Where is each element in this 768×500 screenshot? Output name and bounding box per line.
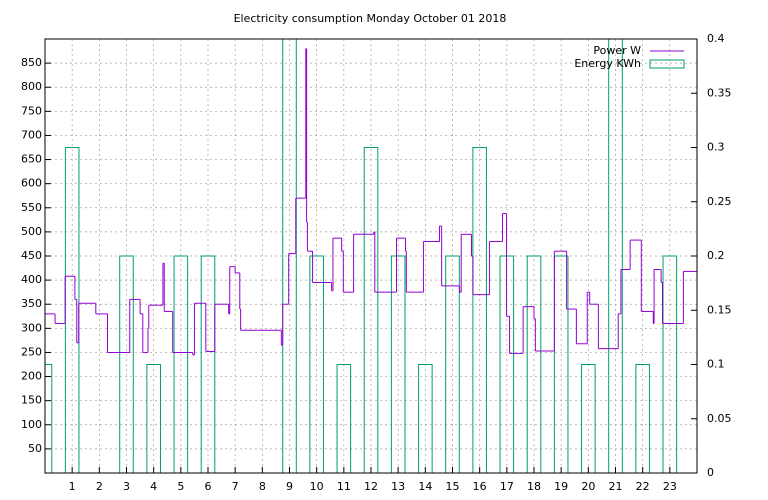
y-tick-label: 50: [28, 442, 42, 455]
y-tick-label: 600: [21, 177, 42, 190]
energy-box: [445, 255, 460, 473]
y2-tick-label: 0.4: [707, 32, 725, 45]
energy-box: [608, 39, 623, 473]
x-tick-label: 10: [310, 480, 324, 493]
chart-title: Electricity consumption Monday October 0…: [234, 12, 507, 25]
y-tick-label: 850: [21, 56, 42, 69]
x-tick-label: 14: [418, 480, 432, 493]
energy-box: [200, 255, 216, 473]
y-tick-label: 200: [21, 370, 42, 383]
y2-tick-label: 0.05: [707, 412, 732, 425]
x-tick-label: 18: [527, 480, 541, 493]
energy-box: [635, 364, 650, 473]
x-tick-label: 5: [177, 480, 184, 493]
energy-box: [146, 364, 161, 473]
y-tick-label: 500: [21, 225, 42, 238]
y-tick-label: 300: [21, 321, 42, 334]
x-tick-label: 2: [96, 480, 103, 493]
y-tick-label: 550: [21, 201, 42, 214]
x-tick-label: 4: [150, 480, 157, 493]
energy-box: [526, 255, 542, 473]
y2-tick-label: 0.2: [707, 249, 725, 262]
y-tick-label: 700: [21, 128, 42, 141]
x-tick-label: 6: [205, 480, 212, 493]
y2-tick-label: 0: [707, 466, 714, 479]
energy-box: [336, 364, 352, 473]
x-tick-label: 19: [554, 480, 568, 493]
x-tick-label: 7: [232, 480, 239, 493]
y-tick-label: 250: [21, 345, 42, 358]
x-tick-label: 8: [259, 480, 266, 493]
y2-tick-label: 0.25: [707, 195, 732, 208]
legend-label: Power W: [593, 44, 641, 57]
x-tick-label: 11: [337, 480, 351, 493]
energy-box: [173, 255, 189, 473]
y-tick-label: 350: [21, 297, 42, 310]
x-tick-label: 9: [286, 480, 293, 493]
x-tick-label: 17: [500, 480, 514, 493]
energy-box: [390, 255, 406, 473]
legend-label: Energy KWh: [574, 57, 641, 70]
y-tick-label: 650: [21, 153, 42, 166]
energy-box: [282, 39, 297, 473]
energy-box: [472, 147, 487, 473]
x-tick-label: 20: [581, 480, 595, 493]
energy-box: [309, 255, 324, 473]
y-tick-label: 750: [21, 104, 42, 117]
x-tick-label: 15: [446, 480, 460, 493]
energy-box: [581, 364, 596, 473]
energy-box: [553, 255, 569, 473]
y2-tick-label: 0.35: [707, 86, 732, 99]
energy-box: [662, 255, 678, 473]
y2-tick-label: 0.1: [707, 358, 725, 371]
legend-box: [649, 59, 685, 69]
plot-area: [45, 39, 697, 473]
energy-box: [363, 147, 379, 473]
energy-box: [119, 255, 134, 473]
y-tick-label: 100: [21, 418, 42, 431]
x-tick-label: 13: [391, 480, 405, 493]
y2-tick-label: 0.3: [707, 141, 725, 154]
x-tick-label: 1: [69, 480, 76, 493]
x-tick-label: 12: [364, 480, 378, 493]
x-tick-label: 3: [123, 480, 130, 493]
y-tick-label: 400: [21, 273, 42, 286]
y-tick-label: 150: [21, 394, 42, 407]
energy-box: [45, 364, 53, 473]
y2-tick-label: 0.15: [707, 303, 732, 316]
power-riser: [54, 48, 684, 355]
plot-border: [44, 38, 698, 474]
y-tick-label: 450: [21, 249, 42, 262]
energy-box: [418, 364, 433, 473]
x-tick-label: 23: [663, 480, 677, 493]
x-tick-label: 16: [473, 480, 487, 493]
x-tick-label: 21: [609, 480, 623, 493]
x-tick-label: 22: [636, 480, 650, 493]
y-tick-label: 800: [21, 80, 42, 93]
